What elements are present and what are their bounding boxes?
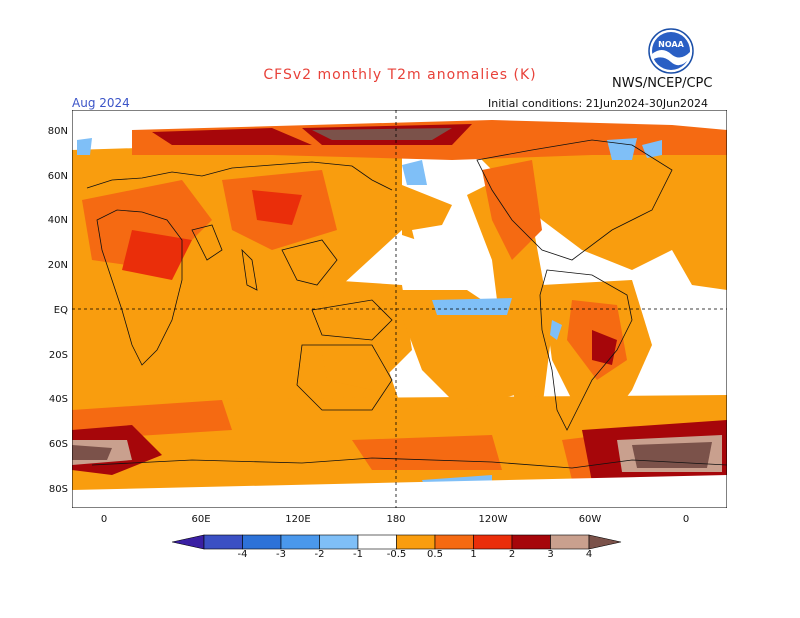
colorbar-segment bbox=[396, 534, 436, 550]
colorbar-label: -2 bbox=[314, 549, 325, 560]
lon-label: 0 bbox=[682, 514, 690, 525]
lat-label: EQ bbox=[53, 304, 68, 316]
colorbar-label: -3 bbox=[276, 549, 286, 560]
colorbar-label: 2 bbox=[508, 549, 516, 560]
neutral-antarctica bbox=[72, 475, 727, 508]
colorbar-label: 1 bbox=[470, 549, 477, 560]
anomaly-region-americas-north bbox=[472, 135, 727, 290]
lat-label: 40N bbox=[47, 215, 68, 227]
anomaly-region-maritime bbox=[317, 280, 412, 390]
colorbar-label: 0.5 bbox=[427, 549, 443, 560]
colorbar-segment bbox=[319, 534, 359, 550]
forecast-month: Aug 2024 bbox=[72, 96, 130, 110]
colorbar-segment bbox=[357, 534, 397, 550]
coastlines bbox=[86, 139, 727, 469]
cool-patch-greenland-2 bbox=[642, 140, 662, 158]
colorbar-segment bbox=[280, 534, 320, 550]
colorbar-arrow-right bbox=[588, 534, 622, 550]
noaa-logo-icon: NOAA bbox=[648, 28, 694, 74]
extreme-patch-antarctic-west-2 bbox=[72, 445, 112, 460]
colorbar-label: -4 bbox=[237, 549, 248, 560]
hot-patch-brazil bbox=[592, 330, 617, 365]
colorbar-segment bbox=[473, 534, 513, 550]
cool-patch-bering bbox=[402, 160, 427, 185]
lon-label: 60E bbox=[191, 514, 211, 525]
colorbar-segment bbox=[550, 534, 590, 550]
warm-patch-asia-core bbox=[252, 190, 302, 225]
warm-patch-ross-sea bbox=[352, 435, 502, 470]
warm-patch-sahara bbox=[122, 230, 192, 280]
colorbar-segment bbox=[511, 534, 551, 550]
lon-label: 60W bbox=[578, 514, 602, 525]
colorbar-label: -1 bbox=[353, 549, 363, 560]
lat-label: 20S bbox=[48, 349, 68, 361]
colorbar-label: 3 bbox=[547, 549, 554, 560]
noaa-logo-text: NOAA bbox=[658, 40, 684, 49]
cool-patch-arctic-west bbox=[77, 138, 92, 155]
cool-patch-equatorial-pacific bbox=[432, 298, 512, 315]
lon-label: 0 bbox=[100, 514, 108, 525]
extreme-patch-arctic bbox=[312, 128, 452, 140]
map-title: CFSv2 monthly T2m anomalies (K) bbox=[263, 67, 537, 83]
lat-label: 80S bbox=[48, 483, 68, 495]
lat-label: 40S bbox=[48, 394, 68, 406]
colorbar-segment bbox=[203, 534, 243, 550]
lon-label: 120E bbox=[285, 514, 311, 525]
anomaly-region-south-pacific bbox=[392, 290, 542, 410]
cool-patch-andes bbox=[550, 320, 562, 340]
colorbar-segment bbox=[434, 534, 474, 550]
colorbar-segment bbox=[242, 534, 282, 550]
colorbar-label: 4 bbox=[585, 549, 593, 560]
lat-label: 60N bbox=[47, 170, 68, 182]
colorbar-arrow-left bbox=[172, 534, 205, 550]
lat-label: 80N bbox=[47, 126, 68, 137]
neutral-north-pacific bbox=[412, 220, 472, 310]
extreme-patch-antarctic-east-2 bbox=[632, 442, 712, 468]
initial-conditions: Initial conditions: 21Jun2024-30Jun2024 bbox=[488, 97, 709, 110]
organization-label: NWS/NCEP/CPC bbox=[612, 76, 713, 91]
lon-label: 120W bbox=[478, 514, 508, 525]
hot-patch-arctic-1 bbox=[152, 128, 312, 145]
colorbar-label: -0.5 bbox=[386, 549, 407, 560]
lat-label: 20N bbox=[47, 260, 68, 272]
colorbar bbox=[172, 534, 622, 550]
cool-patch-greenland-1 bbox=[607, 138, 637, 160]
lon-label: 180 bbox=[386, 514, 406, 525]
lat-label: 60S bbox=[48, 438, 68, 450]
anomaly-map bbox=[72, 110, 727, 508]
